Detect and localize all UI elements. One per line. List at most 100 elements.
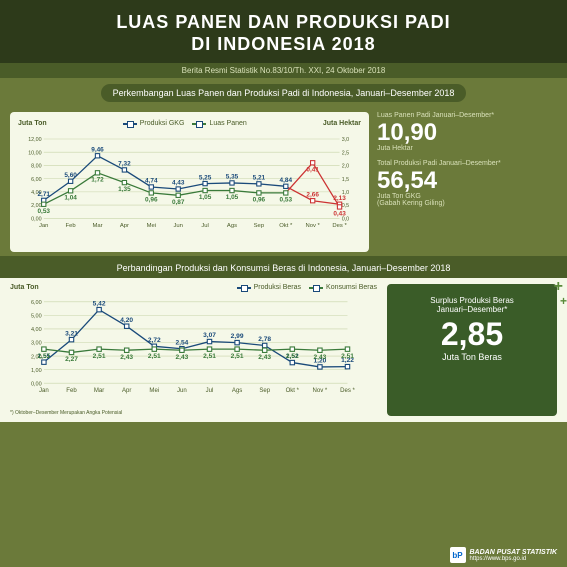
svg-text:2,43: 2,43 — [120, 354, 133, 361]
title-line2: DI INDONESIA 2018 — [0, 34, 567, 56]
svg-text:2,51: 2,51 — [231, 353, 244, 360]
svg-text:12,00: 12,00 — [28, 137, 41, 143]
svg-text:5,25: 5,25 — [199, 174, 212, 181]
svg-text:2,51: 2,51 — [286, 353, 299, 360]
svg-text:Sep: Sep — [259, 388, 270, 394]
svg-text:4,43: 4,43 — [172, 180, 185, 187]
svg-text:Nov *: Nov * — [313, 388, 328, 394]
chart2-legend: Produksi Beras Konsumsi Beras — [237, 284, 377, 291]
svg-text:6,00: 6,00 — [31, 300, 42, 306]
svg-text:2,51: 2,51 — [203, 353, 216, 360]
svg-text:Jan: Jan — [39, 223, 48, 229]
svg-text:Sep: Sep — [254, 223, 265, 229]
svg-text:2,51: 2,51 — [341, 353, 354, 360]
svg-text:Okt *: Okt * — [286, 388, 300, 394]
svg-text:4,74: 4,74 — [145, 178, 158, 185]
svg-text:Apr: Apr — [120, 223, 129, 229]
svg-text:2,71: 2,71 — [37, 191, 50, 198]
section2-label: Perbandingan Produksi dan Konsumsi Beras… — [117, 263, 451, 273]
svg-text:Des *: Des * — [332, 223, 347, 229]
svg-text:1,05: 1,05 — [199, 194, 212, 201]
stat2-value: 56,54 — [377, 169, 557, 193]
svg-text:1,72: 1,72 — [91, 177, 104, 184]
svg-text:5,00: 5,00 — [31, 314, 42, 320]
section1-label: Perkembangan Luas Panen dan Produksi Pad… — [101, 84, 467, 102]
chart2: Juta Ton Produksi Beras Konsumsi Beras 0… — [10, 284, 377, 416]
svg-text:0,96: 0,96 — [253, 197, 266, 204]
surplus-value: 2,85 — [399, 318, 545, 350]
stat1-unit: Juta Hektar — [377, 145, 557, 152]
footer-url: https://www.bps.go.id — [470, 556, 558, 562]
svg-text:1,00: 1,00 — [31, 368, 42, 374]
svg-text:2,78: 2,78 — [258, 336, 271, 343]
svg-text:5,35: 5,35 — [226, 174, 239, 181]
chart2-axis: Juta Ton — [10, 284, 39, 293]
svg-text:2,51: 2,51 — [37, 353, 50, 360]
svg-text:9,46: 9,46 — [91, 147, 104, 154]
svg-text:5,60: 5,60 — [64, 172, 77, 179]
svg-text:Feb: Feb — [66, 388, 77, 394]
svg-text:2,43: 2,43 — [258, 354, 271, 361]
svg-text:5,21: 5,21 — [253, 175, 266, 182]
svg-text:3,07: 3,07 — [203, 332, 216, 339]
svg-text:10,00: 10,00 — [28, 151, 41, 157]
right-axis-label: Juta Hektar — [323, 120, 361, 129]
svg-text:0,53: 0,53 — [37, 208, 50, 215]
svg-text:Mar: Mar — [94, 388, 104, 394]
svg-text:2,51: 2,51 — [148, 353, 161, 360]
svg-text:Feb: Feb — [66, 223, 77, 229]
svg-text:2,72: 2,72 — [148, 337, 161, 344]
svg-text:2,43: 2,43 — [175, 354, 188, 361]
svg-text:1,04: 1,04 — [64, 195, 77, 202]
chart1: Juta Ton .legend-mark:nth-child(1)::afte… — [10, 112, 369, 252]
svg-text:6,00: 6,00 — [31, 177, 41, 183]
surplus-box: + + Surplus Produksi BerasJanuari–Desemb… — [387, 284, 557, 416]
surplus-label: Surplus Produksi BerasJanuari–Desember* — [399, 296, 545, 314]
svg-text:5,42: 5,42 — [93, 300, 106, 307]
svg-text:3,00: 3,00 — [31, 341, 42, 347]
panel-2: Juta Ton Produksi Beras Konsumsi Beras 0… — [0, 278, 567, 422]
svg-text:0,87: 0,87 — [172, 199, 185, 206]
stat1-value: 10,90 — [377, 121, 557, 145]
svg-text:Ags: Ags — [232, 388, 242, 394]
svg-text:Jul: Jul — [206, 388, 214, 394]
left-axis-label: Juta Ton — [18, 120, 47, 129]
svg-text:2,5: 2,5 — [342, 151, 349, 157]
svg-text:Jan: Jan — [39, 388, 49, 394]
svg-text:0,43: 0,43 — [333, 211, 346, 218]
svg-text:0,5: 0,5 — [342, 203, 349, 209]
svg-text:Nov *: Nov * — [305, 223, 320, 229]
svg-text:7,32: 7,32 — [118, 161, 131, 168]
svg-text:Ags: Ags — [227, 223, 237, 229]
svg-text:0,00: 0,00 — [31, 217, 41, 223]
svg-text:4,00: 4,00 — [31, 327, 42, 333]
svg-text:Jul: Jul — [201, 223, 209, 229]
bps-logo-icon: bP — [450, 547, 466, 563]
stat2-unit: Juta Ton GKG(Gabah Kering Giling) — [377, 193, 557, 207]
svg-text:Jun: Jun — [177, 388, 187, 394]
svg-text:Apr: Apr — [122, 388, 131, 394]
svg-text:Mar: Mar — [92, 223, 102, 229]
chart2-footnote: *) Oktober–Desember Merupakan Angka Pote… — [10, 410, 377, 416]
svg-text:0,00: 0,00 — [31, 382, 42, 388]
title-line1: LUAS PANEN DAN PRODUKSI PADI — [0, 12, 567, 34]
chart1-legend: .legend-mark:nth-child(1)::after{border-… — [123, 120, 247, 127]
svg-text:8,00: 8,00 — [31, 164, 41, 170]
panel-1: Juta Ton .legend-mark:nth-child(1)::afte… — [0, 108, 567, 256]
svg-text:1,35: 1,35 — [118, 186, 131, 193]
svg-text:2,27: 2,27 — [65, 356, 78, 363]
stat1-label: Luas Panen Padi Januari–Desember* — [377, 112, 557, 119]
svg-text:Jun: Jun — [173, 223, 182, 229]
chart2-svg: 0,001,002,003,004,005,006,00 1,553,215,4… — [10, 293, 377, 403]
svg-text:2,13: 2,13 — [333, 195, 346, 202]
svg-text:2,99: 2,99 — [231, 333, 244, 340]
svg-text:2,66: 2,66 — [306, 192, 319, 199]
svg-text:0,96: 0,96 — [145, 197, 158, 204]
svg-text:3,21: 3,21 — [65, 330, 78, 337]
subtitle: Berita Resmi Statistik No.83/10/Th. XXI,… — [0, 63, 567, 78]
stats1: Luas Panen Padi Januari–Desember* 10,90 … — [377, 112, 557, 252]
svg-text:2,51: 2,51 — [93, 353, 106, 360]
header: LUAS PANEN DAN PRODUKSI PADI DI INDONESI… — [0, 0, 567, 63]
svg-text:Mei: Mei — [149, 388, 159, 394]
svg-text:Mei: Mei — [147, 223, 156, 229]
